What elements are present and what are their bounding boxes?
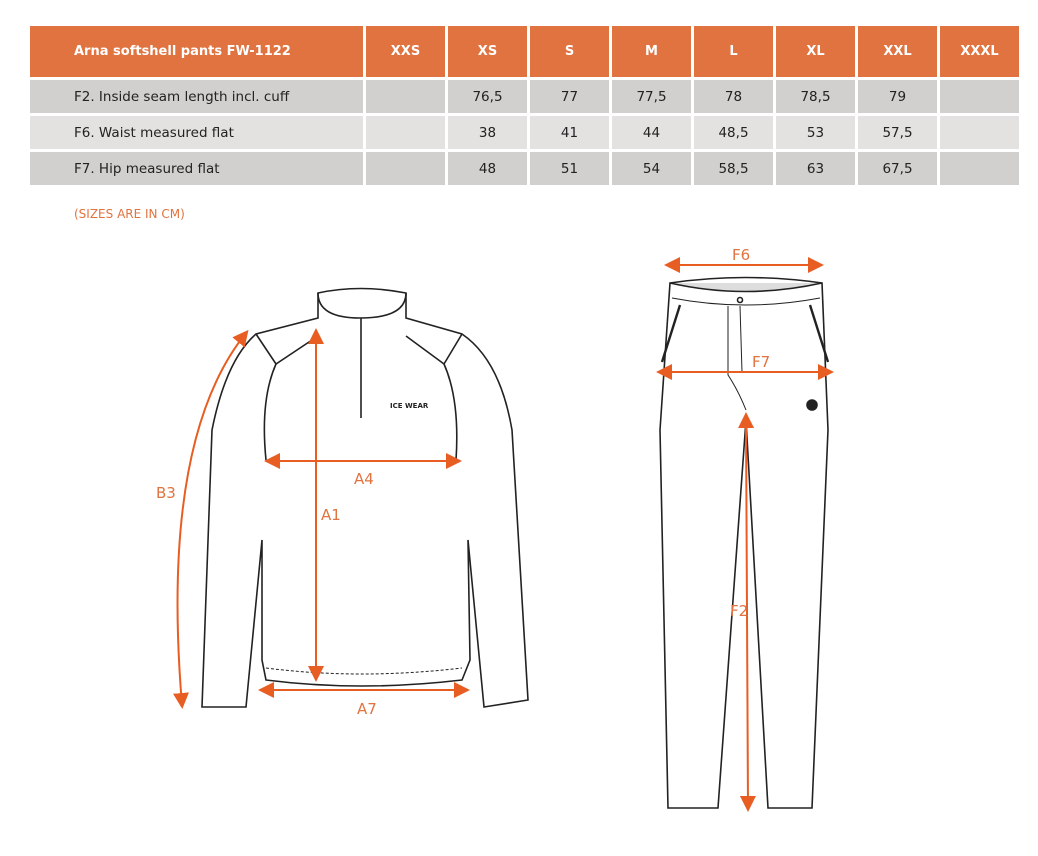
label-a1: A1 <box>321 506 341 524</box>
size-value: 79 <box>858 80 937 113</box>
label-a4: A4 <box>354 470 374 488</box>
size-value: 48,5 <box>694 116 773 149</box>
size-header: XXXL <box>940 26 1019 77</box>
size-value: 51 <box>530 152 609 185</box>
size-value: 57,5 <box>858 116 937 149</box>
row-label: F6. Waist measured flat <box>30 116 363 149</box>
size-header: XS <box>448 26 527 77</box>
pants-drawing <box>659 276 830 809</box>
size-value: 78,5 <box>776 80 855 113</box>
size-value: 77 <box>530 80 609 113</box>
size-value: 58,5 <box>694 152 773 185</box>
size-table: Arna softshell pants FW-1122 XXS XS S M … <box>27 23 1022 188</box>
size-header: XXL <box>858 26 937 77</box>
size-value: 54 <box>612 152 691 185</box>
size-value: 78 <box>694 80 773 113</box>
size-value: 63 <box>776 152 855 185</box>
row-label: F2. Inside seam length incl. cuff <box>30 80 363 113</box>
size-value: 67,5 <box>858 152 937 185</box>
size-value: 48 <box>448 152 527 185</box>
units-note: (SIZES ARE IN CM) <box>74 207 185 221</box>
size-value: 38 <box>448 116 527 149</box>
measurement-arrows <box>173 257 834 812</box>
size-header: XL <box>776 26 855 77</box>
size-value: 41 <box>530 116 609 149</box>
size-header: M <box>612 26 691 77</box>
label-f7: F7 <box>752 353 770 371</box>
size-value: 53 <box>776 116 855 149</box>
size-value <box>940 80 1019 113</box>
label-b3: B3 <box>156 484 176 502</box>
table-row: F2. Inside seam length incl. cuff 76,5 77 7… <box>30 80 1019 113</box>
table-header: Arna softshell pants FW-1122 XXS XS S M … <box>30 26 1019 77</box>
size-header: XXS <box>366 26 445 77</box>
table-title: Arna softshell pants FW-1122 <box>30 26 363 77</box>
table-row: F7. Hip measured flat 48 51 54 58,5 63 67,5 <box>30 152 1019 185</box>
row-label: F7. Hip measured flat <box>30 152 363 185</box>
size-value <box>366 80 445 113</box>
jacket-logo: ICE WEAR <box>390 402 429 410</box>
label-f6: F6 <box>732 246 750 264</box>
table-row: F6. Waist measured flat 38 41 44 48,5 53 57,5 <box>30 116 1019 149</box>
size-value: 77,5 <box>612 80 691 113</box>
jacket-drawing <box>201 287 529 708</box>
label-a7: A7 <box>357 700 377 718</box>
size-value <box>940 116 1019 149</box>
size-value: 44 <box>612 116 691 149</box>
label-f2: F2 <box>730 602 748 620</box>
size-value <box>366 152 445 185</box>
size-header: S <box>530 26 609 77</box>
size-value: 76,5 <box>448 80 527 113</box>
size-value <box>940 152 1019 185</box>
size-header: L <box>694 26 773 77</box>
size-value <box>366 116 445 149</box>
